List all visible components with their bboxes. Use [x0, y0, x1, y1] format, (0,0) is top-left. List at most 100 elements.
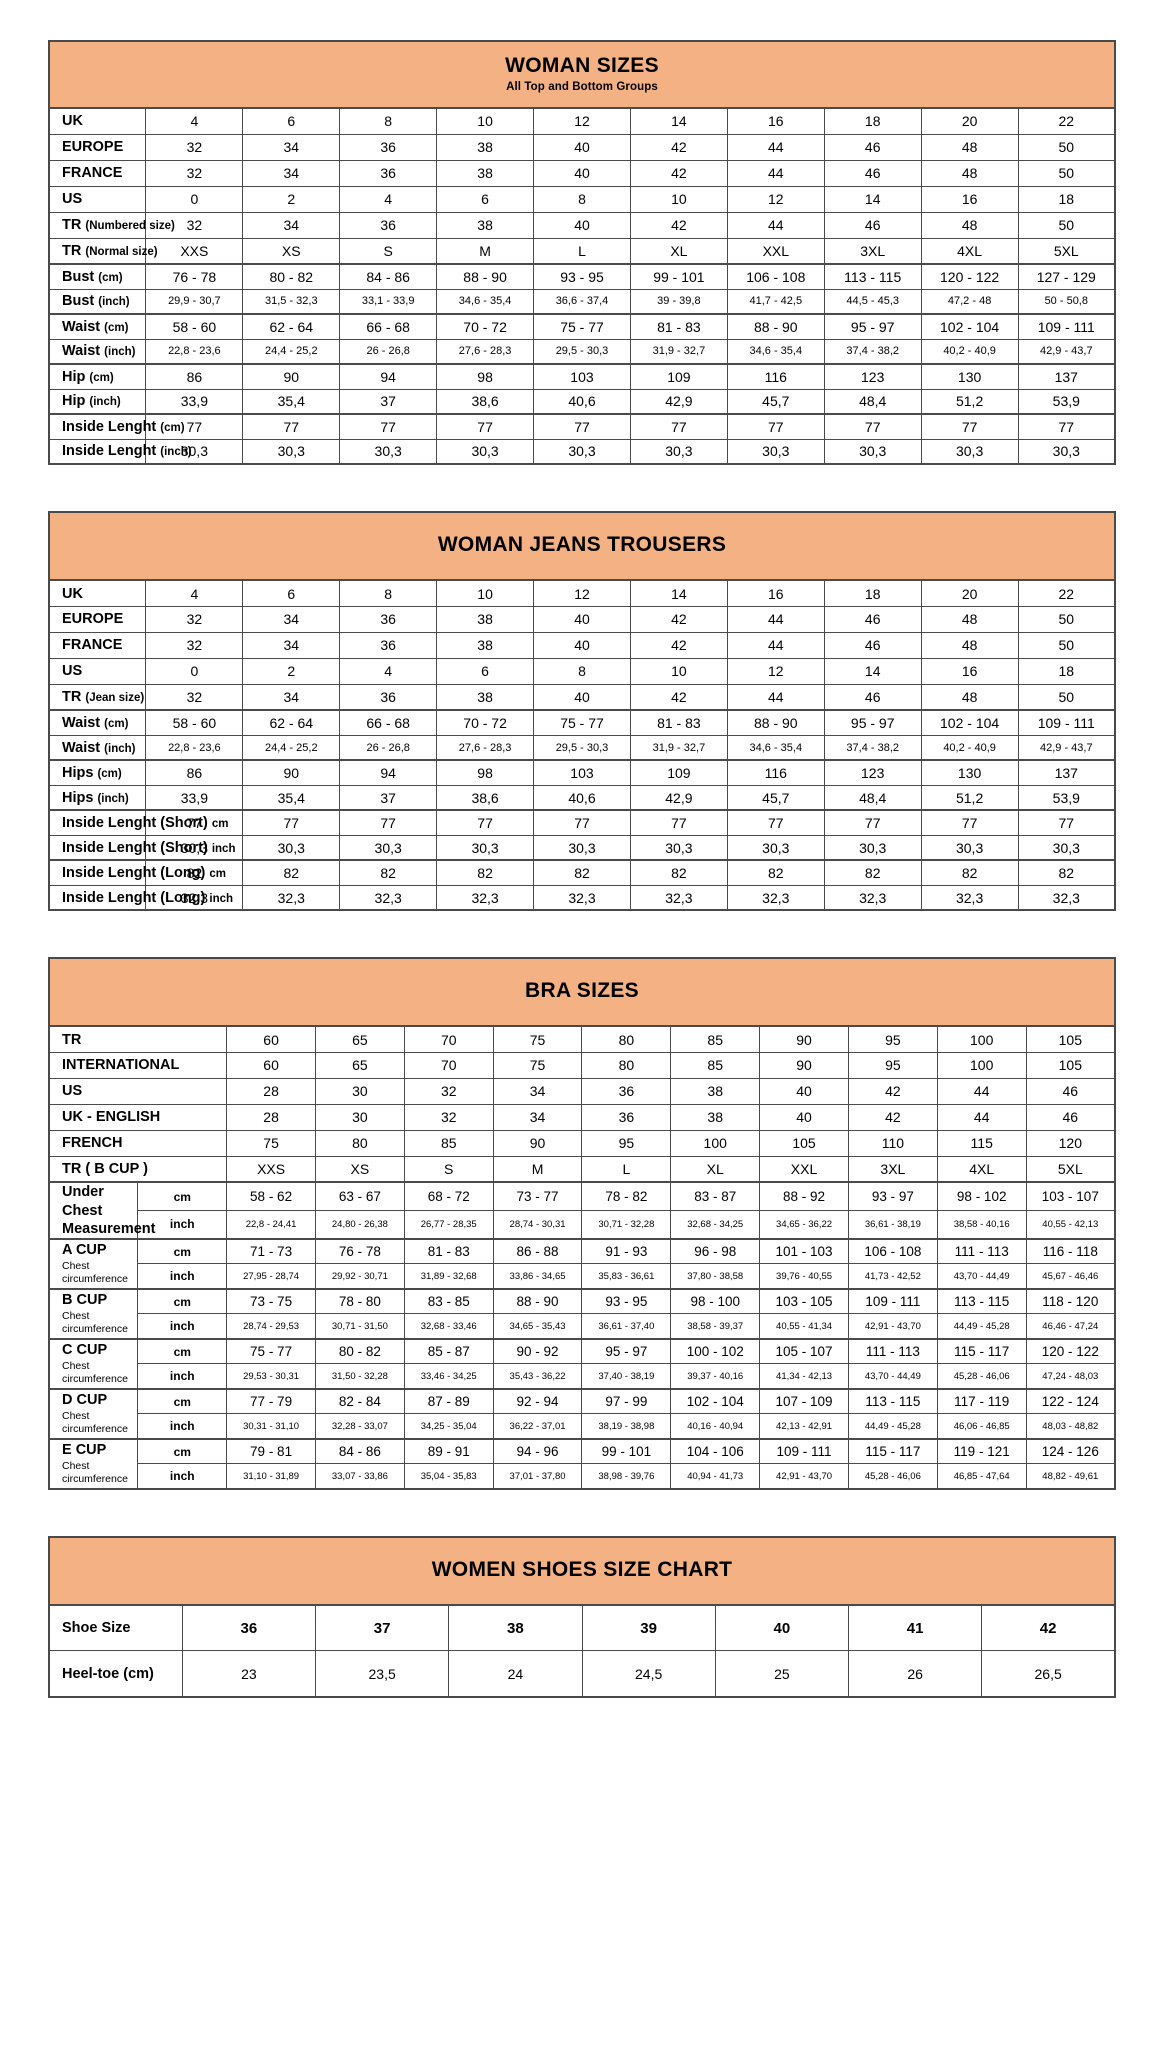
- jeans-title-cell: WOMAN JEANS TROUSERS: [48, 511, 1116, 582]
- cell: 40,2 - 40,9: [920, 338, 1019, 365]
- cell: 103: [533, 759, 631, 786]
- cell: 85: [403, 1129, 494, 1157]
- cell: XXL: [726, 237, 825, 265]
- cell: 120: [1025, 1129, 1116, 1157]
- cell: 120 - 122: [920, 263, 1019, 290]
- cell: 40,55 - 42,13: [1025, 1210, 1116, 1240]
- cell: 30,3: [726, 834, 825, 861]
- cell: 73 - 77: [492, 1181, 583, 1212]
- cell: 46,06 - 46,85: [936, 1413, 1027, 1440]
- row-label: EUROPE: [48, 133, 147, 161]
- cell: 111 - 113: [847, 1337, 938, 1365]
- cell: 137: [1017, 759, 1116, 786]
- cell: 34: [242, 211, 341, 239]
- cell: 81 - 83: [403, 1237, 494, 1265]
- page-title: WOMAN JEANS TROUSERS: [437, 533, 727, 557]
- cell: 18: [823, 107, 922, 135]
- cell: 40,55 - 41,34: [759, 1313, 849, 1340]
- cell: 77: [629, 413, 728, 440]
- cell: 24,5: [581, 1650, 716, 1698]
- cell: 75: [226, 1129, 316, 1157]
- woman-sizes-title-cell: WOMAN SIZES All Top and Bottom Groups: [48, 39, 1116, 110]
- cell: 82: [339, 859, 438, 886]
- cell: 16: [920, 657, 1019, 685]
- cell: 35,4: [242, 388, 341, 415]
- cell: 32: [403, 1077, 494, 1105]
- cell: 85: [670, 1025, 761, 1053]
- cell: 14: [629, 107, 728, 135]
- cell: 77: [339, 809, 438, 836]
- cell: 41,34 - 42,13: [759, 1363, 849, 1390]
- cell: 27,6 - 28,3: [436, 338, 535, 365]
- cell: 24,4 - 25,2: [242, 338, 341, 365]
- cell: 95: [581, 1129, 672, 1157]
- table-row: TR 60 65 70 75 80 85 90 95 100 105: [48, 1025, 1116, 1053]
- cell: 80 - 82: [242, 263, 341, 290]
- bra-title-cell: BRA SIZES: [48, 957, 1116, 1028]
- cell: 30,31 - 31,10: [226, 1413, 316, 1440]
- cell: 32,3: [823, 884, 922, 911]
- cell: 95 - 97: [823, 313, 922, 340]
- cell: 4: [145, 579, 244, 607]
- cell: 109: [629, 759, 728, 786]
- cell: 95 - 97: [823, 709, 922, 736]
- cell: 75 - 77: [533, 313, 631, 340]
- cell: 34,25 - 35,04: [403, 1413, 494, 1440]
- cell: 90: [492, 1129, 583, 1157]
- cell: 40: [714, 1603, 850, 1652]
- size-chart-page: WOMAN SIZES All Top and Bottom Groups UK…: [48, 39, 1116, 1698]
- table-row: Inside Lenght (Long) cm 82 82 82 82 82 8…: [48, 859, 1116, 886]
- table-row: Hip (cm) 86 90 94 98 103 109 116 123 130…: [48, 363, 1116, 390]
- cell: 45,67 - 46,46: [1025, 1263, 1116, 1290]
- cell: 80: [314, 1129, 405, 1157]
- row-label: Waist (inch): [48, 338, 147, 365]
- table-row: TR (Numbered size) 32 34 36 38 40 42 44 …: [48, 211, 1116, 239]
- cell: 32,68 - 34,25: [670, 1210, 761, 1240]
- table-title-row: BRA SIZES: [48, 957, 1116, 1028]
- cell: 31,9 - 32,7: [629, 338, 728, 365]
- cell: 102 - 104: [920, 313, 1019, 340]
- cell: 38: [436, 211, 535, 239]
- cell: 62 - 64: [242, 313, 341, 340]
- cell: 10: [629, 657, 728, 685]
- cell: 82: [242, 859, 341, 886]
- cell: 16: [726, 579, 825, 607]
- cell: 77: [533, 413, 631, 440]
- cell: 35,83 - 36,61: [581, 1263, 672, 1290]
- cell: 30,3: [339, 438, 438, 465]
- cell: 35,43 - 36,22: [492, 1363, 583, 1390]
- cell: 88 - 90: [726, 313, 825, 340]
- cell: 40: [533, 683, 631, 711]
- cell: 81 - 83: [629, 709, 728, 736]
- cell: 32: [145, 211, 244, 239]
- cell: 123: [823, 363, 922, 390]
- cell: 18: [1017, 657, 1116, 685]
- cell: 8: [339, 107, 438, 135]
- cell: 124 - 126: [1025, 1437, 1116, 1465]
- cell: 48: [920, 133, 1019, 161]
- cell: 32,3: [339, 884, 438, 911]
- cell: 30,3: [145, 834, 244, 861]
- table-row: Waist (cm) 58 - 60 62 - 64 66 - 68 70 - …: [48, 313, 1116, 340]
- cell: 85 - 87: [403, 1337, 494, 1365]
- cell: 42,13 - 42,91: [759, 1413, 849, 1440]
- cell: 44: [936, 1103, 1027, 1131]
- unit-cell: cm: [137, 1287, 228, 1315]
- cell: 130: [920, 363, 1019, 390]
- cell: 4XL: [936, 1155, 1027, 1183]
- unit-cell: inch: [137, 1363, 228, 1390]
- cell: 28,74 - 29,53: [226, 1313, 316, 1340]
- cell: 44,49 - 45,28: [936, 1313, 1027, 1340]
- cell: 90: [759, 1025, 849, 1053]
- cell: 0: [145, 657, 244, 685]
- cell: 33,46 - 34,25: [403, 1363, 494, 1390]
- cell: XS: [314, 1155, 405, 1183]
- cell: 84 - 86: [339, 263, 438, 290]
- cell: 48,03 - 48,82: [1025, 1413, 1116, 1440]
- cell: 30,3: [1017, 834, 1116, 861]
- table-row: EUROPE 32 34 36 38 40 42 44 46 48 50: [48, 605, 1116, 633]
- cell: 42: [629, 133, 728, 161]
- cell: 44: [726, 631, 825, 659]
- row-label: US: [48, 1077, 228, 1105]
- page-title: WOMAN SIZES: [505, 54, 659, 77]
